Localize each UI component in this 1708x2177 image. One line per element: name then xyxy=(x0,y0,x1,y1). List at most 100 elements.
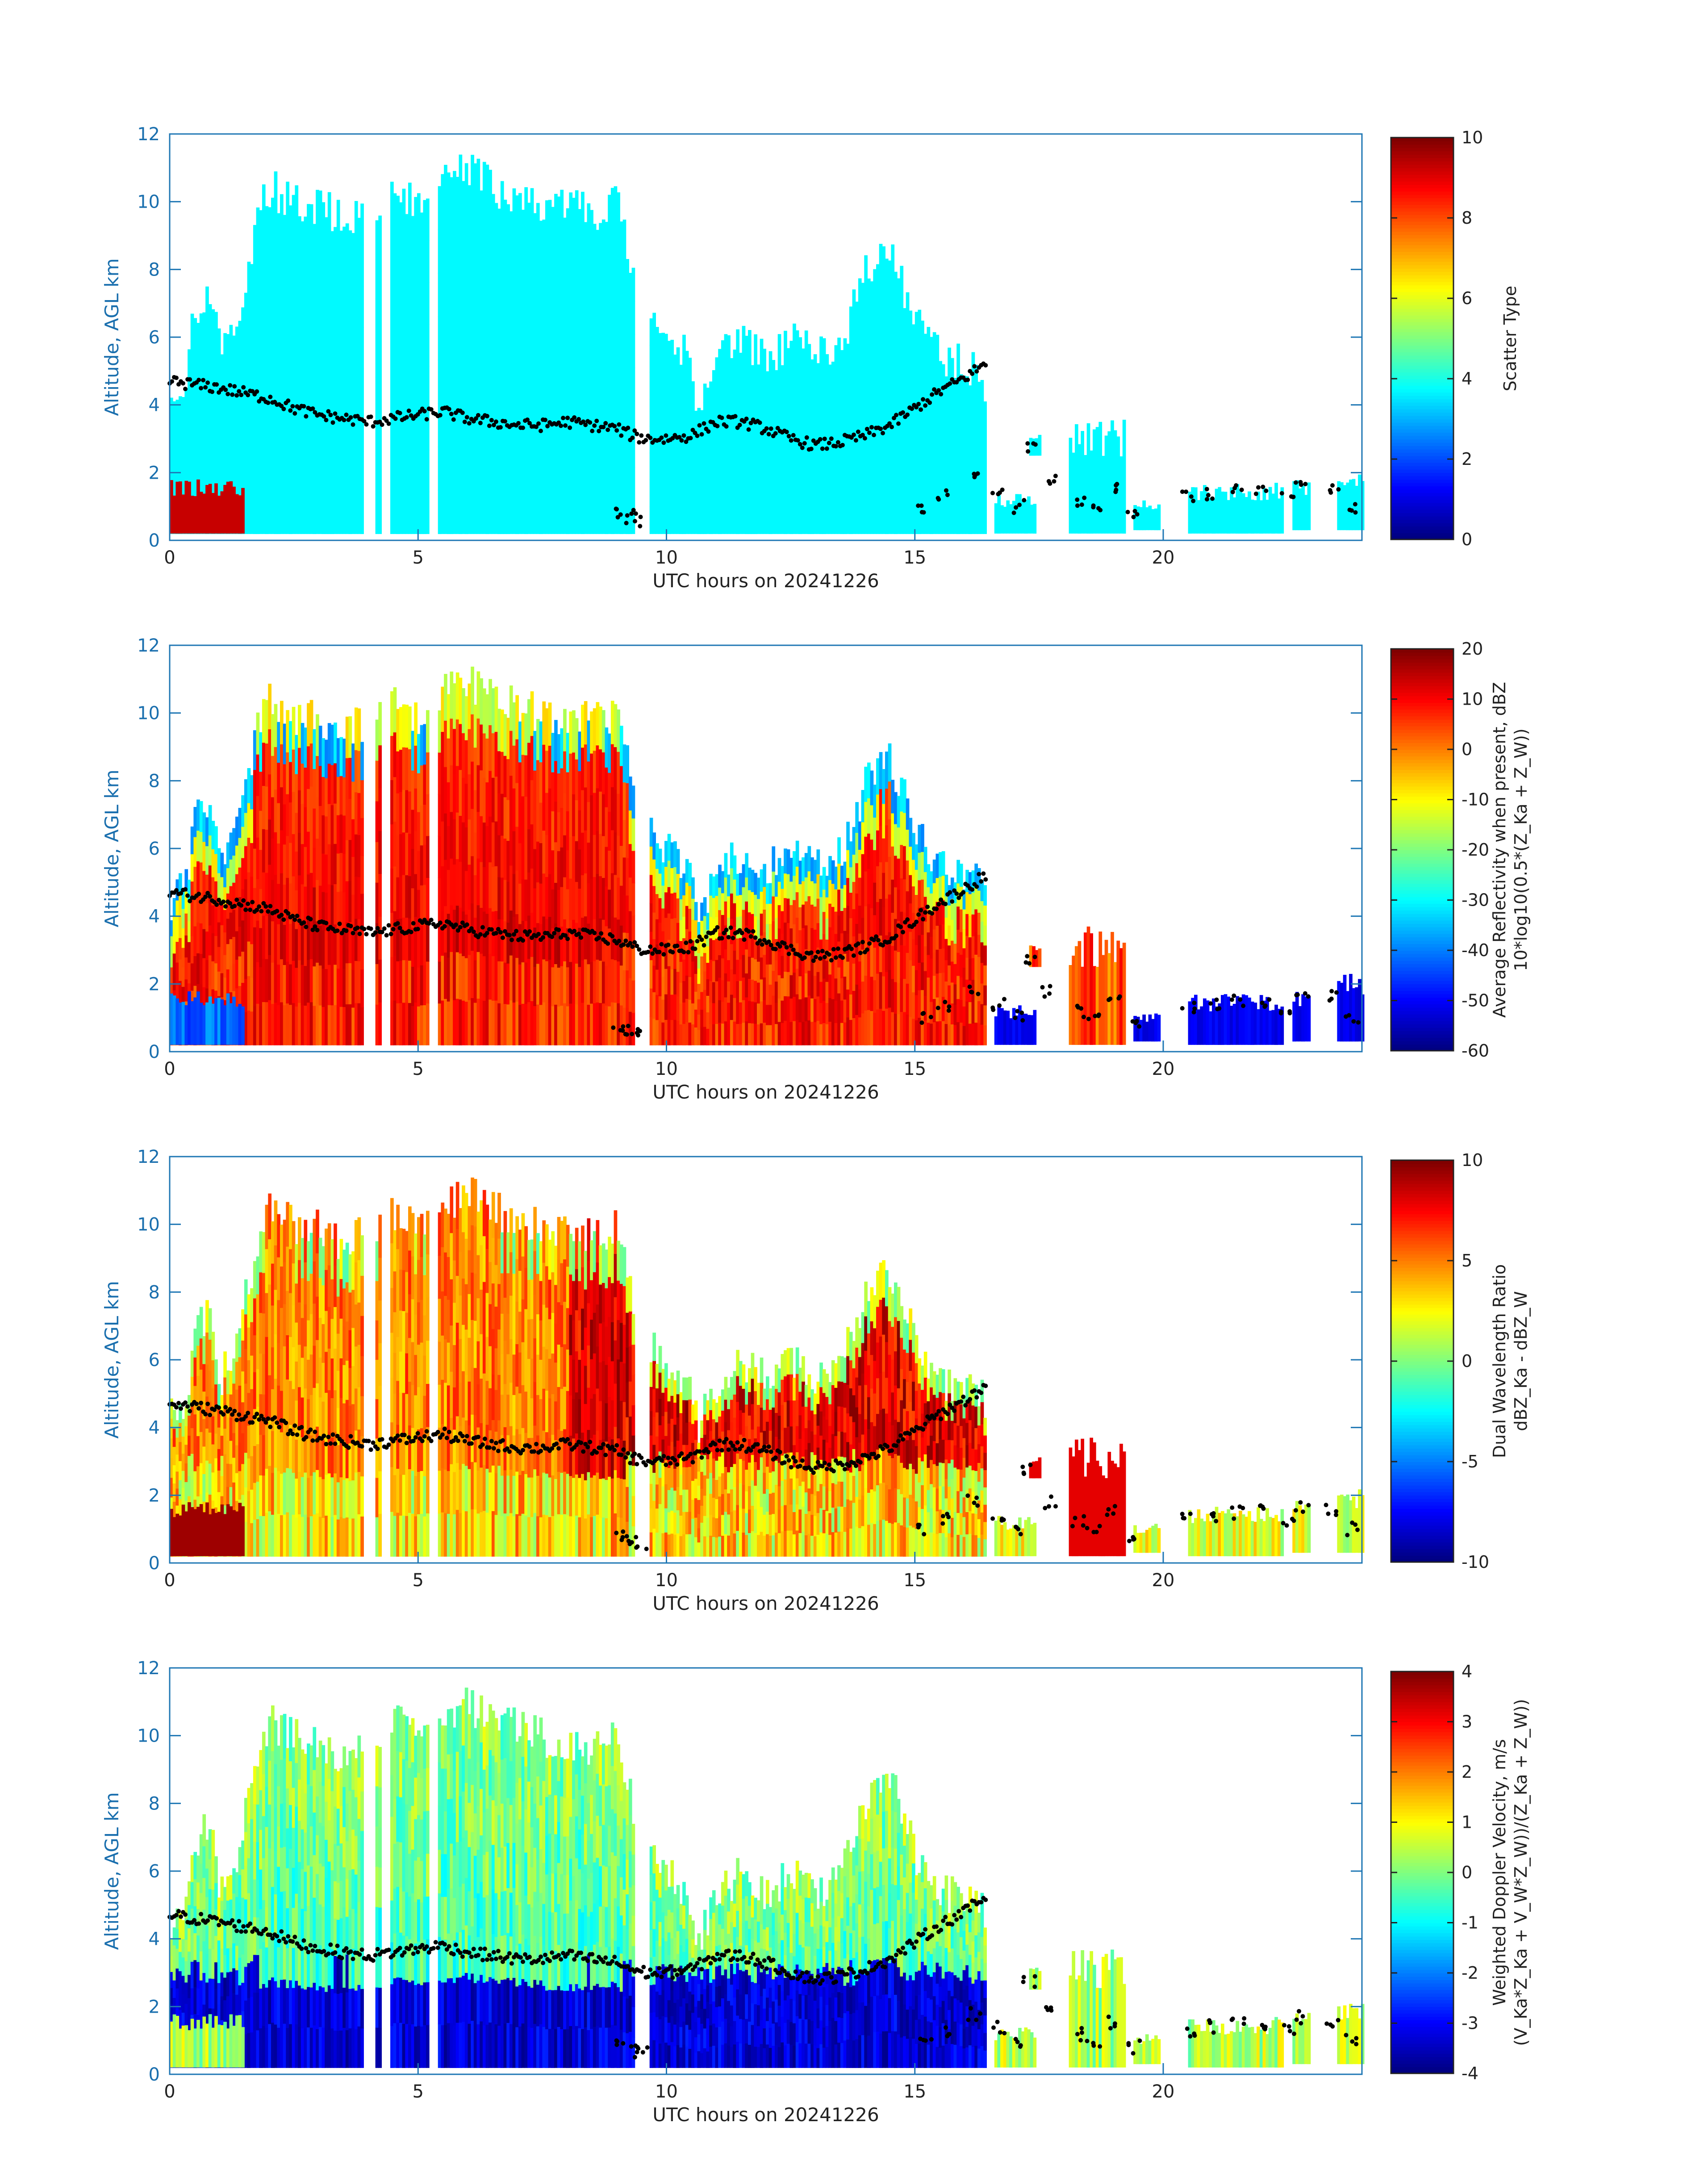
field-cell xyxy=(539,299,543,338)
field-cell xyxy=(500,357,504,402)
field-cell xyxy=(912,939,915,966)
field-cell xyxy=(697,502,701,518)
field-cell xyxy=(584,417,588,456)
field-cell xyxy=(950,1024,954,1045)
field-cell xyxy=(459,439,463,487)
field-cell xyxy=(208,333,212,362)
field-cell xyxy=(289,369,292,411)
field-cell xyxy=(375,963,379,1005)
y-tick-label: 6 xyxy=(149,327,160,348)
colorbar-tick-label: 0 xyxy=(1462,530,1472,549)
field-cell xyxy=(593,1003,597,1045)
field-cell xyxy=(405,747,409,790)
field-cell xyxy=(590,452,593,494)
field-cell xyxy=(837,837,841,864)
field-cell xyxy=(450,266,454,312)
field-cell xyxy=(241,857,245,890)
field-cell xyxy=(810,381,814,404)
field-cell xyxy=(816,491,820,513)
marker-point xyxy=(983,363,988,368)
field-cell xyxy=(268,774,271,820)
field-cell xyxy=(170,397,173,415)
field-cell xyxy=(846,439,850,463)
field-cell xyxy=(506,492,510,534)
field-cell xyxy=(897,342,901,375)
field-cell xyxy=(345,881,349,923)
field-cell xyxy=(802,1021,805,1045)
field-cell xyxy=(1009,504,1013,534)
field-cell xyxy=(977,868,981,891)
field-cell xyxy=(664,409,668,435)
field-cell xyxy=(867,903,871,940)
field-cell xyxy=(813,999,817,1022)
marker-point xyxy=(594,418,599,423)
field-cell xyxy=(757,512,760,534)
field-cell xyxy=(939,512,942,534)
marker-point xyxy=(1353,510,1358,515)
field-cell xyxy=(977,956,981,979)
field-cell xyxy=(840,396,844,420)
field-cell xyxy=(378,916,382,960)
marker-point xyxy=(1135,512,1140,517)
field-cell xyxy=(205,959,209,989)
field-cell xyxy=(172,467,176,485)
field-cell xyxy=(861,853,865,886)
field-cell xyxy=(622,969,626,1008)
field-cell xyxy=(843,861,847,885)
field-cell xyxy=(742,1022,746,1045)
field-cell xyxy=(354,326,358,368)
field-cell xyxy=(459,202,463,250)
field-cell xyxy=(825,918,829,940)
field-cell xyxy=(977,934,981,957)
field-cell xyxy=(578,966,582,1007)
field-cell xyxy=(223,1005,227,1045)
field-cell xyxy=(244,978,248,1012)
field-cell xyxy=(325,740,328,778)
field-cell xyxy=(649,318,653,346)
field-cell xyxy=(545,409,549,451)
field-cell xyxy=(921,427,924,454)
field-cell xyxy=(700,410,704,426)
field-cell xyxy=(822,1000,826,1023)
field-cell xyxy=(897,889,901,921)
field-cell xyxy=(390,489,394,534)
field-cell xyxy=(497,751,501,794)
field-cell xyxy=(420,333,424,374)
field-cell xyxy=(948,965,951,986)
field-cell xyxy=(885,362,889,397)
field-cell xyxy=(876,365,880,400)
field-cell xyxy=(897,982,901,1015)
field-cell xyxy=(1102,455,1105,534)
field-cell xyxy=(327,844,331,885)
field-cell xyxy=(450,400,454,445)
field-cell xyxy=(930,484,933,510)
field-cell xyxy=(870,805,874,840)
field-cell xyxy=(709,495,713,515)
field-cell xyxy=(551,370,555,412)
field-cell xyxy=(277,333,280,374)
field-cell xyxy=(798,484,802,510)
field-cell xyxy=(932,1022,936,1045)
field-cell xyxy=(325,454,328,495)
field-cell xyxy=(334,763,337,804)
field-cell xyxy=(441,911,445,956)
field-cell xyxy=(572,281,576,324)
field-cell xyxy=(599,876,602,919)
field-cell xyxy=(628,911,632,945)
field-cell xyxy=(322,202,326,244)
field-cell xyxy=(539,221,543,260)
field-cell xyxy=(304,454,308,495)
field-cell xyxy=(873,947,877,981)
field-cell xyxy=(709,439,713,458)
field-cell xyxy=(357,961,361,1003)
field-cell xyxy=(318,965,322,1006)
field-cell xyxy=(798,460,802,485)
field-cell xyxy=(342,739,346,777)
field-cell xyxy=(608,850,611,890)
field-cell xyxy=(489,770,492,817)
colorbar-swatch xyxy=(1391,141,1453,145)
field-cell xyxy=(441,219,445,264)
colorbar-swatch xyxy=(1391,301,1453,305)
field-cell xyxy=(819,410,823,436)
